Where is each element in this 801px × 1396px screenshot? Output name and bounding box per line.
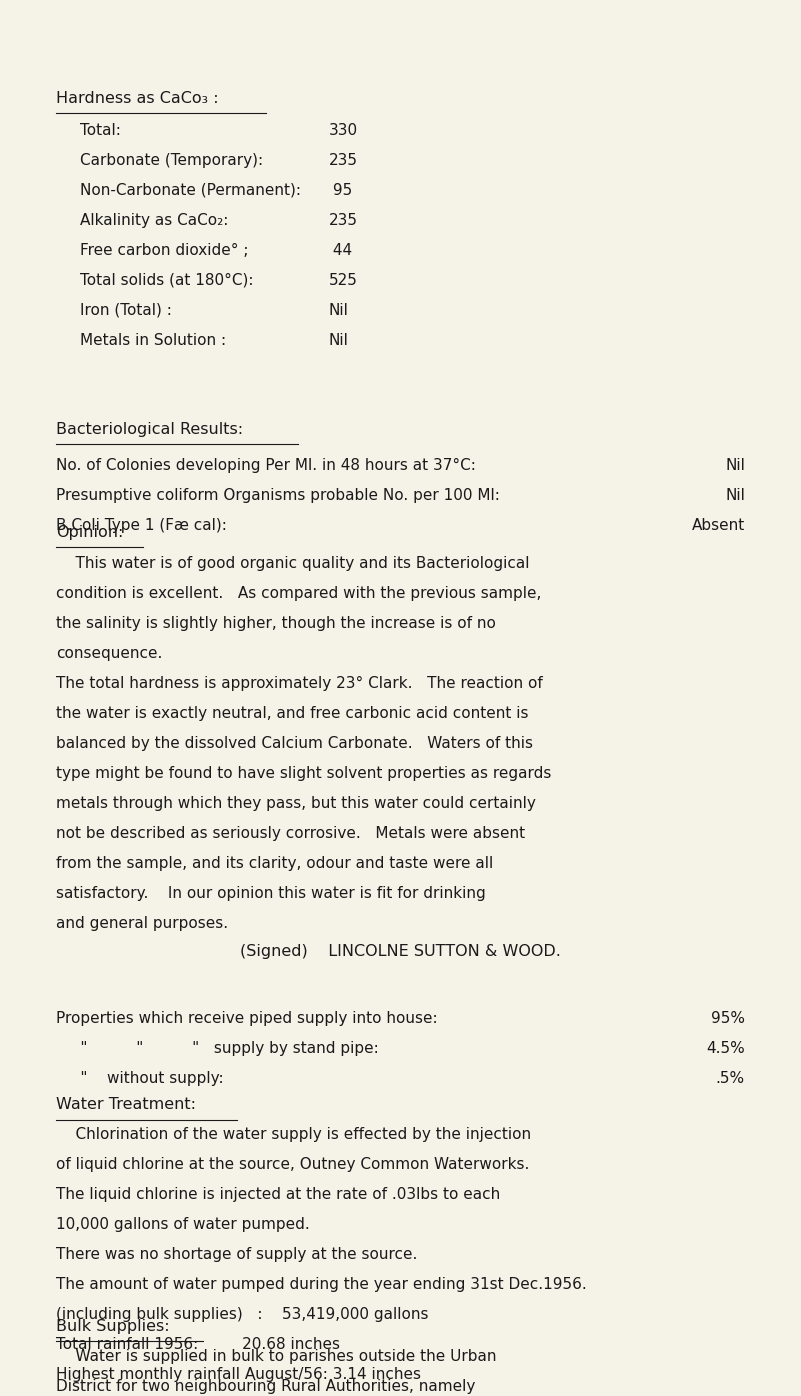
Text: B.Coli Type 1 (Fæ cal):: B.Coli Type 1 (Fæ cal): — [56, 518, 227, 533]
Text: .5%: .5% — [716, 1071, 745, 1086]
Text: Opinion:: Opinion: — [56, 525, 123, 540]
Text: Carbonate (Temporary):: Carbonate (Temporary): — [80, 152, 264, 168]
Text: consequence.: consequence. — [56, 645, 163, 660]
Text: Total solids (at 180°C):: Total solids (at 180°C): — [80, 272, 254, 288]
Text: 44: 44 — [328, 243, 352, 258]
Text: 330: 330 — [328, 123, 357, 138]
Text: Water is supplied in bulk to parishes outside the Urban: Water is supplied in bulk to parishes ou… — [56, 1349, 497, 1364]
Text: The amount of water pumped during the year ending 31st Dec.1956.: The amount of water pumped during the ye… — [56, 1276, 587, 1291]
Text: Nil: Nil — [328, 303, 348, 318]
Text: 10,000 gallons of water pumped.: 10,000 gallons of water pumped. — [56, 1216, 310, 1231]
Text: Water Treatment:: Water Treatment: — [56, 1097, 196, 1113]
Text: (Signed)    LINCOLNE SUTTON & WOOD.: (Signed) LINCOLNE SUTTON & WOOD. — [240, 944, 561, 959]
Text: "    without supply:: " without supply: — [56, 1071, 223, 1086]
Text: Alkalinity as CaCo₂:: Alkalinity as CaCo₂: — [80, 212, 228, 228]
Text: metals through which they pass, but this water could certainly: metals through which they pass, but this… — [56, 796, 536, 811]
Text: Free carbon dioxide° ;: Free carbon dioxide° ; — [80, 243, 248, 258]
Text: 235: 235 — [328, 152, 357, 168]
Text: Total:: Total: — [80, 123, 121, 138]
Text: from the sample, and its clarity, odour and taste were all: from the sample, and its clarity, odour … — [56, 856, 493, 871]
Text: 4.5%: 4.5% — [706, 1041, 745, 1055]
Text: District for two neighbouring Rural Authorities, namely: District for two neighbouring Rural Auth… — [56, 1379, 476, 1393]
Text: "          "          "   supply by stand pipe:: " " " supply by stand pipe: — [56, 1041, 379, 1055]
Text: Nil: Nil — [725, 458, 745, 473]
Text: Highest monthly rainfall August/56: 3.14 inches: Highest monthly rainfall August/56: 3.14… — [56, 1367, 421, 1382]
Text: 235: 235 — [328, 212, 357, 228]
Text: The total hardness is approximately 23° Clark.   The reaction of: The total hardness is approximately 23° … — [56, 676, 543, 691]
Text: balanced by the dissolved Calcium Carbonate.   Waters of this: balanced by the dissolved Calcium Carbon… — [56, 736, 533, 751]
Text: Total rainfall 1956:         20.68 inches: Total rainfall 1956: 20.68 inches — [56, 1336, 340, 1351]
Text: The liquid chlorine is injected at the rate of .03lbs to each: The liquid chlorine is injected at the r… — [56, 1187, 501, 1202]
Text: not be described as seriously corrosive.   Metals were absent: not be described as seriously corrosive.… — [56, 825, 525, 840]
Text: 95%: 95% — [711, 1011, 745, 1026]
Text: Non-Carbonate (Permanent):: Non-Carbonate (Permanent): — [80, 183, 301, 198]
Text: This water is of good organic quality and its Bacteriological: This water is of good organic quality an… — [56, 556, 529, 571]
Text: There was no shortage of supply at the source.: There was no shortage of supply at the s… — [56, 1247, 417, 1262]
Text: the water is exactly neutral, and free carbonic acid content is: the water is exactly neutral, and free c… — [56, 705, 529, 720]
Text: Metals in Solution :: Metals in Solution : — [80, 332, 226, 348]
Text: Absent: Absent — [692, 518, 745, 533]
Text: (including bulk supplies)   :    53,419,000 gallons: (including bulk supplies) : 53,419,000 g… — [56, 1307, 429, 1322]
Text: Chlorination of the water supply is effected by the injection: Chlorination of the water supply is effe… — [56, 1127, 531, 1142]
Text: Nil: Nil — [328, 332, 348, 348]
Text: Nil: Nil — [725, 487, 745, 503]
Text: type might be found to have slight solvent properties as regards: type might be found to have slight solve… — [56, 765, 551, 780]
Text: and general purposes.: and general purposes. — [56, 916, 228, 931]
Text: 525: 525 — [328, 272, 357, 288]
Text: Bacteriological Results:: Bacteriological Results: — [56, 422, 244, 437]
Text: of liquid chlorine at the source, Outney Common Waterworks.: of liquid chlorine at the source, Outney… — [56, 1156, 529, 1171]
Text: Presumptive coliform Organisms probable No. per 100 Ml:: Presumptive coliform Organisms probable … — [56, 487, 500, 503]
Text: 95: 95 — [328, 183, 352, 198]
Text: satisfactory.    In our opinion this water is fit for drinking: satisfactory. In our opinion this water … — [56, 886, 486, 900]
Text: condition is excellent.   As compared with the previous sample,: condition is excellent. As compared with… — [56, 586, 541, 600]
Text: Bulk Supplies:: Bulk Supplies: — [56, 1319, 170, 1335]
Text: Properties which receive piped supply into house:: Properties which receive piped supply in… — [56, 1011, 437, 1026]
Text: Iron (Total) :: Iron (Total) : — [80, 303, 172, 318]
Text: Hardness as CaCo₃ :: Hardness as CaCo₃ : — [56, 91, 219, 106]
Text: No. of Colonies developing Per Ml. in 48 hours at 37°C:: No. of Colonies developing Per Ml. in 48… — [56, 458, 476, 473]
Text: the salinity is slightly higher, though the increase is of no: the salinity is slightly higher, though … — [56, 616, 496, 631]
